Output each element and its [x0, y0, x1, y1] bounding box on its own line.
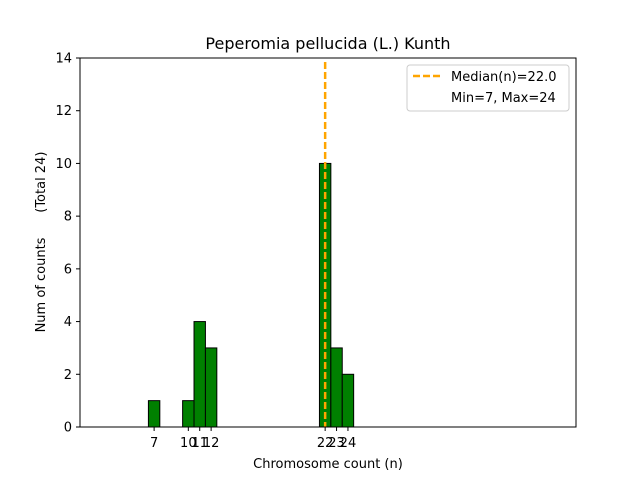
legend-entry-range: Min=7, Max=24 [451, 91, 556, 106]
y-tick-label: 0 [64, 421, 72, 436]
legend: Median(n)=22.0 Min=7, Max=24 [406, 64, 570, 112]
x-tick-label: 24 [340, 436, 357, 451]
x-tick-label: 12 [203, 436, 220, 451]
y-tick-label: 10 [55, 157, 72, 172]
y-tick-label: 8 [64, 210, 72, 225]
y-axis-label: Num of counts (Total 24) [34, 152, 49, 333]
x-tick-label: 23 [328, 436, 345, 451]
y-tick-label: 12 [55, 104, 72, 119]
legend-frame [406, 64, 570, 112]
bar [204, 347, 218, 428]
legend-entry-median: Median(n)=22.0 [451, 70, 557, 85]
bar [147, 400, 161, 428]
y-tick-label: 14 [55, 52, 72, 67]
bar [341, 373, 355, 428]
plot-frame [79, 57, 577, 428]
y-tick-label: 4 [64, 315, 72, 330]
y-tick-label: 2 [64, 368, 72, 383]
y-tick-label: 6 [64, 262, 72, 277]
x-axis-label: Chromosome count (n) [253, 457, 403, 472]
bar [193, 321, 206, 428]
bar [182, 400, 195, 428]
x-tick-label: 22 [317, 436, 334, 451]
x-tick-label: 11 [191, 436, 208, 451]
chart-title: Peperomia pellucida (L.) Kunth [205, 34, 450, 53]
x-tick-label: 10 [180, 436, 197, 451]
x-tick-label: 7 [150, 436, 158, 451]
y-axis-ticks: 0 2 4 6 8 10 12 14 [55, 52, 80, 436]
bar [330, 347, 343, 428]
